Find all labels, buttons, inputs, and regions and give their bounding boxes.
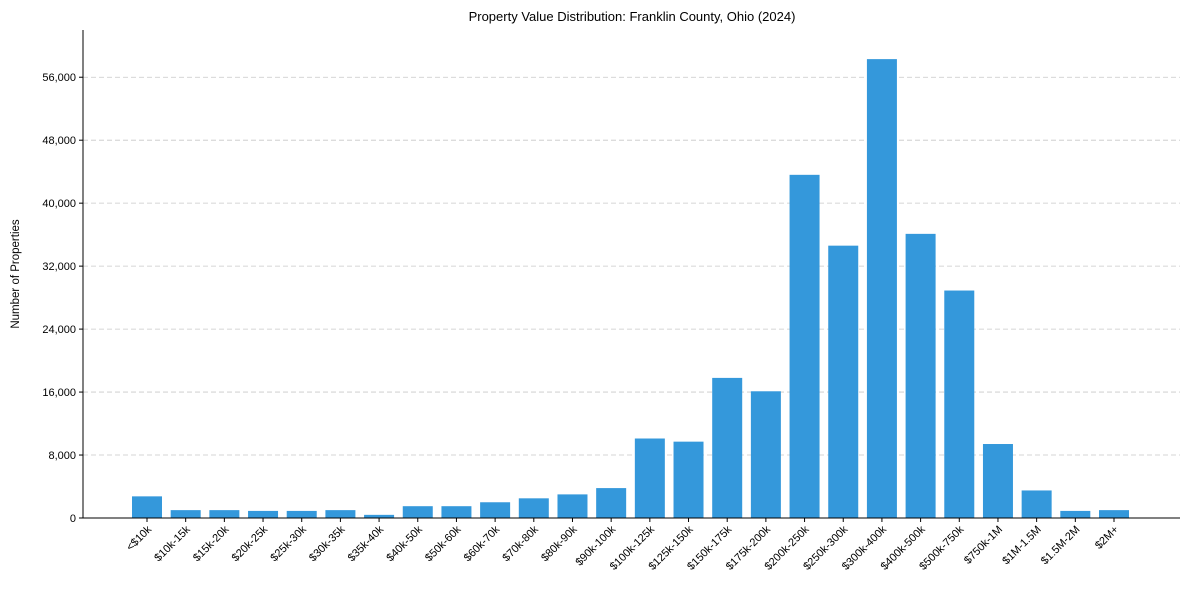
y-axis-label: Number of Properties <box>10 219 22 329</box>
x-tick-label: $15k-20k <box>191 523 232 564</box>
y-tick-label: 32,000 <box>42 261 76 273</box>
bar <box>518 498 549 518</box>
bar <box>866 59 897 518</box>
bar <box>480 502 511 518</box>
bar <box>944 290 975 518</box>
x-tick-label: $60k-70k <box>462 523 503 564</box>
x-tick-label: $10k-15k <box>152 523 193 564</box>
bar <box>364 514 395 518</box>
bar <box>248 510 279 518</box>
bar <box>325 510 356 518</box>
bar <box>1021 490 1052 518</box>
bar <box>441 506 472 518</box>
y-tick-label: 40,000 <box>42 198 76 210</box>
bar <box>750 391 781 518</box>
y-tick-label: 0 <box>70 513 76 525</box>
bar <box>132 496 162 518</box>
bar <box>905 233 936 518</box>
bar <box>170 510 201 518</box>
bar <box>596 488 627 518</box>
x-tick-label: $1M-1.5M <box>1000 524 1044 568</box>
bar <box>209 510 240 518</box>
x-tick-label: $30k-35k <box>307 523 348 564</box>
bar <box>634 438 665 518</box>
y-tick-label: 8,000 <box>48 450 76 462</box>
bar <box>557 494 588 518</box>
bar <box>1099 510 1129 518</box>
bar <box>1060 510 1091 518</box>
x-tick-label: $20k-25k <box>230 523 271 564</box>
y-tick-label: 56,000 <box>42 72 76 84</box>
x-tick-label: $80k-90k <box>539 523 580 564</box>
bar <box>402 506 433 518</box>
x-tick-label: $25k-30k <box>268 523 309 564</box>
x-tick-label: $70k-80k <box>500 523 541 564</box>
y-tick-label: 16,000 <box>42 387 76 399</box>
bar <box>828 245 859 518</box>
x-tick-label: $1.5M-2M <box>1039 524 1083 568</box>
x-tick-label: $2M+ <box>1093 524 1121 552</box>
x-tick-label: $50k-60k <box>423 523 464 564</box>
x-tick-label: $35k-40k <box>346 523 387 564</box>
y-tick-label: 48,000 <box>42 135 76 147</box>
bar <box>712 377 743 518</box>
x-tick-label: <$10k <box>124 523 154 553</box>
bar <box>982 444 1013 518</box>
bar <box>789 174 820 518</box>
x-tick-label: $750k-1M <box>962 524 1005 567</box>
bar <box>286 510 317 518</box>
chart-title: Property Value Distribution: Franklin Co… <box>469 9 796 24</box>
y-tick-label: 24,000 <box>42 324 76 336</box>
bar <box>673 441 704 518</box>
x-tick-label: $40k-50k <box>384 523 425 564</box>
